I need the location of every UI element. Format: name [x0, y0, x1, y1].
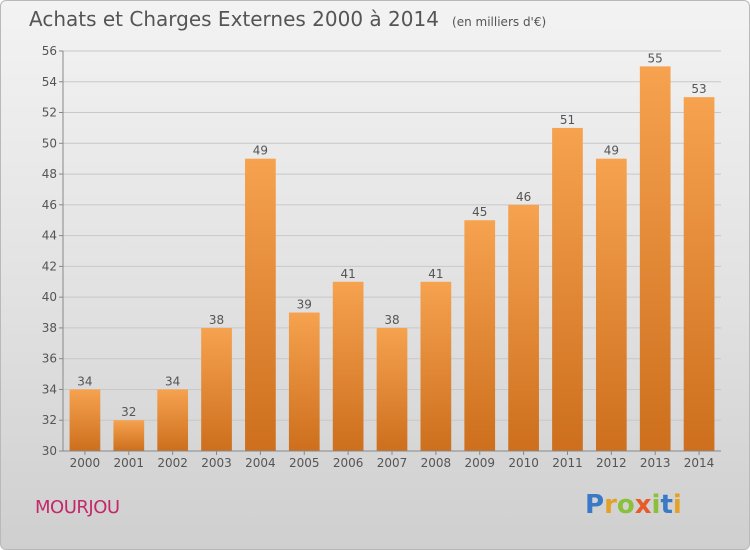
bar-2009	[464, 220, 496, 451]
bar-2014	[683, 97, 715, 452]
x-tick-label: 2013	[640, 456, 671, 470]
bar-2002	[157, 389, 189, 451]
data-label: 51	[560, 113, 575, 127]
bar-2005	[288, 312, 320, 451]
location-name: MOURJOU	[35, 497, 120, 518]
bar-2010	[508, 204, 539, 451]
data-label: 55	[648, 51, 663, 65]
x-tick-label: 2008	[421, 456, 452, 470]
y-tick-label: 46	[42, 198, 57, 212]
x-tick-label: 2004	[245, 456, 276, 470]
y-tick-label: 30	[42, 444, 57, 458]
data-label: 34	[77, 374, 92, 388]
y-tick-label: 38	[42, 321, 57, 335]
y-tick-label: 36	[42, 352, 57, 366]
x-tick-label: 2012	[596, 456, 627, 470]
y-tick-label: 42	[42, 259, 57, 273]
y-tick-label: 44	[42, 229, 57, 243]
proxiti-logo[interactable]: Proxiti	[585, 490, 682, 520]
data-label: 49	[253, 144, 268, 158]
x-tick-label: 2000	[70, 456, 101, 470]
x-tick-label: 2011	[552, 456, 583, 470]
x-tick-label: 2001	[114, 456, 145, 470]
x-tick-label: 2002	[157, 456, 188, 470]
bar-2003	[201, 327, 232, 451]
y-tick-label: 48	[42, 167, 57, 181]
bar-2011	[552, 127, 583, 451]
data-label: 49	[604, 144, 619, 158]
y-tick-label: 54	[42, 75, 57, 89]
data-label: 34	[165, 374, 180, 388]
data-label: 45	[472, 205, 487, 219]
y-tick-label: 40	[42, 290, 57, 304]
y-tick-label: 32	[42, 413, 57, 427]
x-tick-label: 2014	[684, 456, 715, 470]
chart-title: Achats et Charges Externes 2000 à 2014	[29, 7, 439, 31]
bar-2001	[113, 420, 145, 451]
x-tick-label: 2010	[508, 456, 539, 470]
bar-2008	[420, 281, 452, 451]
bar-2012	[595, 158, 627, 451]
x-tick-label: 2009	[464, 456, 495, 470]
bar-2007	[376, 327, 408, 451]
data-label: 38	[209, 313, 224, 327]
y-tick-label: 50	[42, 136, 57, 150]
x-tick-label: 2006	[333, 456, 364, 470]
x-tick-label: 2003	[201, 456, 232, 470]
y-tick-label: 34	[42, 382, 57, 396]
y-tick-label: 52	[42, 106, 57, 120]
data-label: 41	[340, 267, 355, 281]
y-tick-label: 56	[42, 44, 57, 58]
x-tick-label: 2005	[289, 456, 320, 470]
data-label: 41	[428, 267, 443, 281]
data-label: 38	[384, 313, 399, 327]
bar-2006	[332, 281, 364, 451]
data-label: 32	[121, 405, 136, 419]
data-label: 53	[691, 82, 706, 96]
x-tick-label: 2007	[377, 456, 408, 470]
bar-2013	[639, 66, 671, 451]
data-label: 46	[516, 190, 531, 204]
data-label: 39	[297, 298, 312, 312]
bar-2004	[245, 158, 276, 451]
bar-2000	[69, 389, 101, 451]
unit-note: (en milliers d'€)	[452, 15, 547, 29]
title-row: Achats et Charges Externes 2000 à 2014 (…	[29, 7, 546, 31]
